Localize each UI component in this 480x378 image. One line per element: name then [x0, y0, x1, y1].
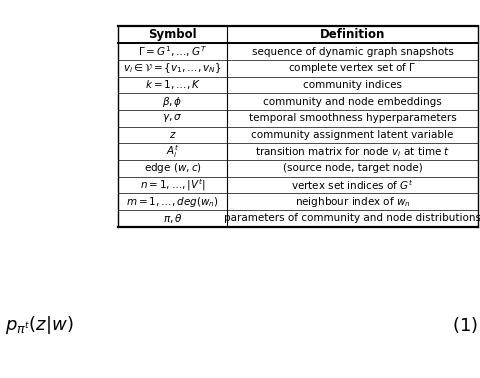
Text: $k = 1, \ldots, K$: $k = 1, \ldots, K$: [144, 78, 201, 91]
Text: $m = 1, \ldots, deg(w_n)$: $m = 1, \ldots, deg(w_n)$: [126, 195, 219, 209]
Text: $z$: $z$: [168, 130, 176, 140]
Text: neighbour index of $w_n$: neighbour index of $w_n$: [295, 195, 410, 209]
Text: temporal smoothness hyperparameters: temporal smoothness hyperparameters: [249, 113, 456, 123]
Text: $A_i^t$: $A_i^t$: [166, 143, 179, 160]
Text: complete vertex set of $\Gamma$: complete vertex set of $\Gamma$: [288, 61, 417, 75]
Text: sequence of dynamic graph snapshots: sequence of dynamic graph snapshots: [252, 46, 454, 56]
Text: community indices: community indices: [303, 80, 402, 90]
Text: Definition: Definition: [320, 28, 385, 41]
Text: Symbol: Symbol: [148, 28, 197, 41]
Text: community assignment latent variable: community assignment latent variable: [252, 130, 454, 140]
Text: $\mathrm{edge}\ (w, c)$: $\mathrm{edge}\ (w, c)$: [144, 161, 202, 175]
Text: $(1)$: $(1)$: [452, 315, 478, 335]
Text: $\pi, \theta$: $\pi, \theta$: [163, 212, 182, 225]
Text: vertex set indices of $G^t$: vertex set indices of $G^t$: [291, 178, 414, 192]
Text: $n = 1, \ldots, |V^t|$: $n = 1, \ldots, |V^t|$: [140, 177, 205, 193]
Text: transition matrix for node $v_i$ at time $t$: transition matrix for node $v_i$ at time…: [255, 145, 450, 159]
Text: parameters of community and node distributions: parameters of community and node distrib…: [224, 214, 480, 223]
Text: $v_i \in \mathcal{V} = \{v_1, \ldots, v_N\}$: $v_i \in \mathcal{V} = \{v_1, \ldots, v_…: [123, 61, 222, 75]
Text: $\Gamma = G^1, \ldots, G^T$: $\Gamma = G^1, \ldots, G^T$: [138, 44, 207, 59]
Text: $\beta, \phi$: $\beta, \phi$: [162, 94, 183, 108]
Text: community and node embeddings: community and node embeddings: [263, 97, 442, 107]
Text: $\gamma, \sigma$: $\gamma, \sigma$: [162, 112, 183, 124]
Text: (source node, target node): (source node, target node): [283, 163, 422, 174]
Text: $p_{\pi^t}(z|w)$: $p_{\pi^t}(z|w)$: [5, 314, 73, 336]
